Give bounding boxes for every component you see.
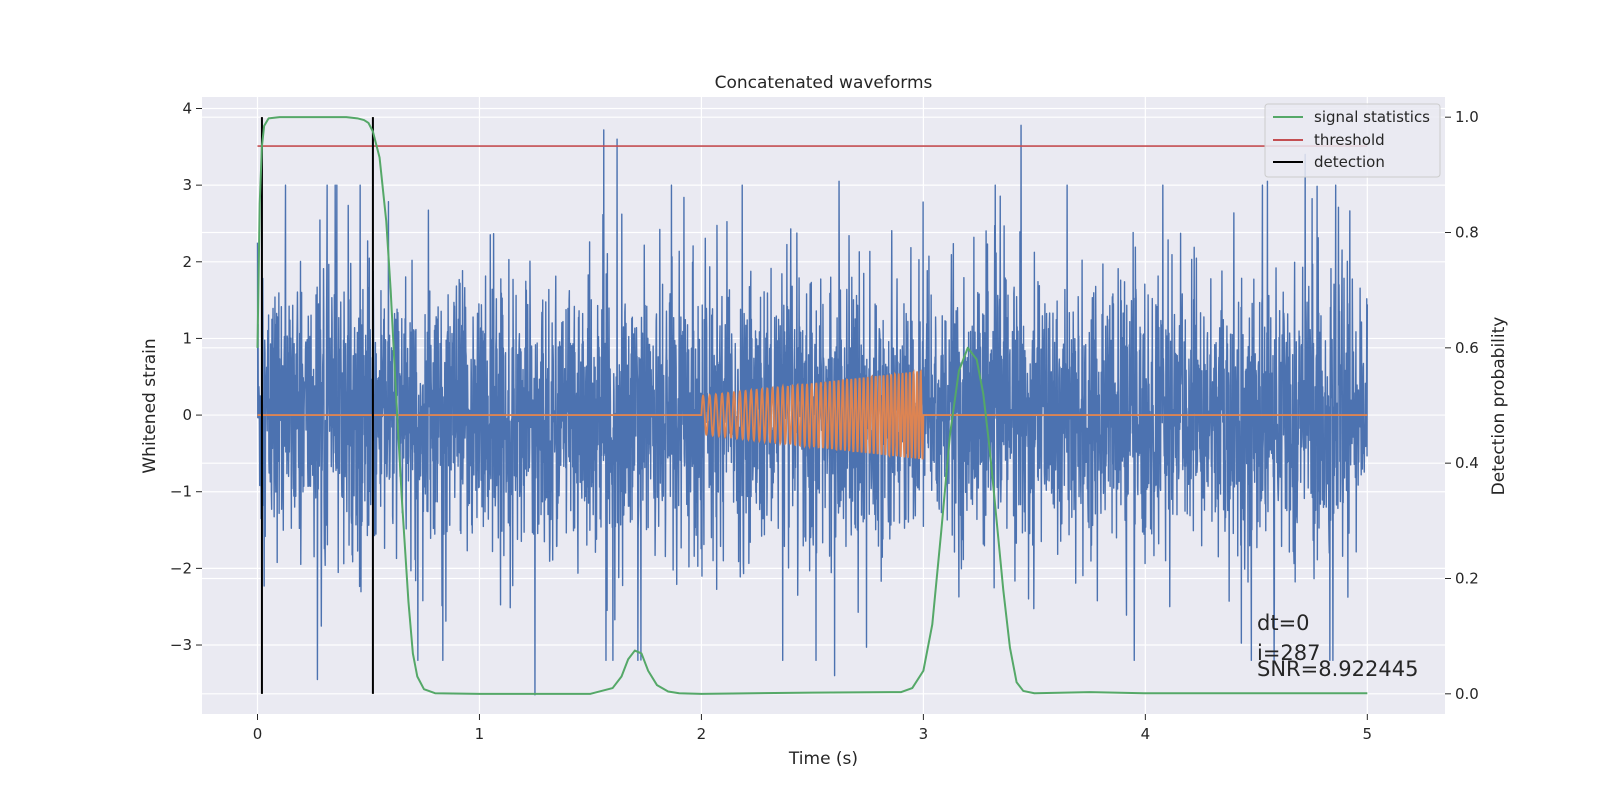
axis-layer: 0 1 2 3 4 5 −3 −2 −1 0 1 2 3 4 0.0 0.2 0.4 0.6 0.8 1.0	[170, 99, 1479, 743]
legend: signal statistics threshold detection	[1264, 103, 1441, 178]
legend-label-threshold: threshold	[1314, 131, 1385, 149]
series-layer	[256, 116, 1369, 696]
x-axis-label: Time (s)	[788, 749, 858, 769]
annotation-dt: dt=0	[1257, 611, 1310, 635]
y-tick-label-left: 1	[182, 329, 192, 347]
annotations: dt=0 i=287 SNR=8.922445	[1257, 611, 1418, 681]
annotation-i: i=287	[1257, 641, 1321, 665]
legend-label-detection: detection	[1314, 153, 1385, 171]
y-tick-label-left: 3	[182, 176, 192, 194]
y-tick-label-left: 2	[182, 253, 192, 271]
x-tick-label: 3	[919, 725, 929, 743]
y-axis-label-right: Detection probability	[1489, 317, 1509, 496]
y-tick-label-left: −3	[170, 636, 192, 654]
x-tick-label: 0	[253, 725, 263, 743]
y-tick-label-right: 0.4	[1455, 454, 1479, 472]
x-tick-label: 5	[1363, 725, 1373, 743]
y-tick-label-left: −2	[170, 559, 192, 577]
x-tick-label: 1	[475, 725, 485, 743]
y-tick-label-left: −1	[170, 483, 192, 501]
annotation-snr: SNR=8.922445	[1257, 657, 1418, 681]
x-tick-label: 2	[697, 725, 707, 743]
y-tick-label-right: 0.8	[1455, 224, 1479, 242]
chart-title: Concatenated waveforms	[715, 73, 933, 93]
x-tick-label: 4	[1141, 725, 1151, 743]
legend-label-signal-statistics: signal statistics	[1314, 108, 1430, 126]
series-injected-signal	[257, 369, 1368, 460]
y-tick-label-left: 4	[182, 99, 192, 117]
y-tick-label-right: 1.0	[1455, 108, 1479, 126]
y-tick-label-right: 0.6	[1455, 339, 1479, 357]
y-axis-label-left: Whitened strain	[140, 338, 160, 473]
y-tick-label-right: 0.0	[1455, 685, 1479, 703]
y-tick-label-right: 0.2	[1455, 569, 1479, 587]
y-tick-label-left: 0	[182, 406, 192, 424]
series-signal-statistics	[256, 116, 1368, 695]
series-whitened-strain	[256, 124, 1369, 696]
legend-box	[1264, 103, 1441, 178]
